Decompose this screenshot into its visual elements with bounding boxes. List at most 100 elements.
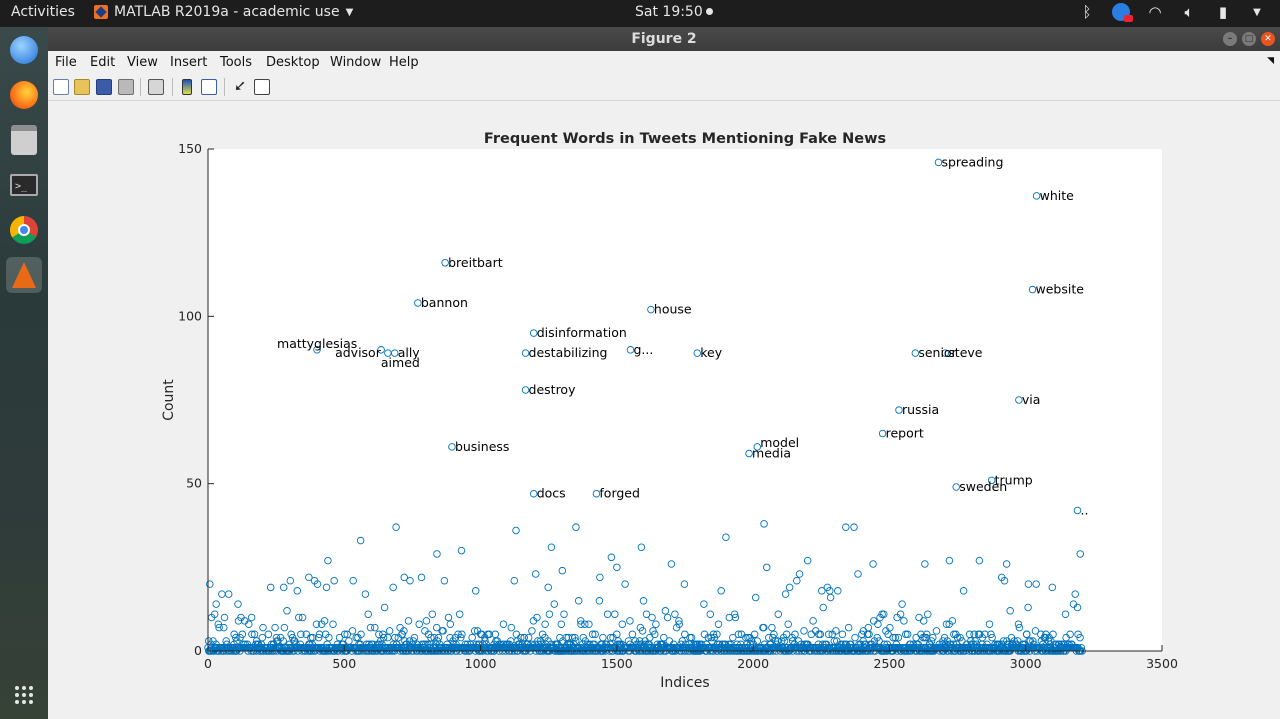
- scatter-point: [651, 630, 659, 639]
- scatter-point: [448, 443, 456, 451]
- new-figure-icon[interactable]: [53, 79, 69, 95]
- scatter-point: [247, 613, 256, 622]
- activities-button[interactable]: Activities: [11, 4, 75, 20]
- scatter-point: [1076, 550, 1084, 558]
- menu-edit[interactable]: Edit: [90, 55, 116, 70]
- scatter-point: [987, 630, 995, 639]
- insert-colorbar-icon[interactable]: [182, 79, 192, 95]
- dock-chrome[interactable]: [6, 212, 42, 248]
- scatter-point: [585, 620, 593, 628]
- scatter-point: [1023, 630, 1031, 639]
- scatter-point: [439, 627, 447, 635]
- maximize-button[interactable]: □: [1242, 32, 1256, 46]
- scatter-point: [750, 630, 759, 639]
- app-menu[interactable]: MATLAB R2019a - academic use ▼: [94, 4, 353, 20]
- scatter-point: [433, 550, 441, 558]
- scatter-point: [356, 536, 365, 545]
- scatter-point: [606, 633, 615, 642]
- scatter-point: [952, 483, 960, 491]
- show-applications-button[interactable]: [6, 677, 42, 713]
- menu-file[interactable]: File: [55, 55, 77, 70]
- insert-legend-icon[interactable]: [201, 79, 217, 95]
- menu-desktop[interactable]: Desktop: [266, 55, 320, 70]
- word-label: report: [886, 425, 924, 440]
- scatter-point: [349, 576, 357, 585]
- dock-thunderbird[interactable]: [6, 32, 42, 68]
- plot-browser-icon[interactable]: [254, 79, 270, 95]
- scatter-point: [903, 630, 912, 639]
- dock-matlab[interactable]: [6, 257, 42, 293]
- scatter-point: [293, 587, 302, 595]
- scatter-point: [706, 610, 715, 618]
- y-tick-label: 100: [178, 308, 202, 323]
- menu-view[interactable]: View: [127, 55, 158, 70]
- scatter-point: [886, 623, 894, 632]
- scatter-point: [919, 617, 928, 625]
- window-title: Figure 2: [631, 31, 697, 47]
- scatter-point: [626, 346, 635, 354]
- scatter-point: [315, 630, 324, 639]
- word-label: destroy: [529, 382, 577, 397]
- scatter-point: [842, 523, 850, 531]
- word-label: disinformation: [537, 325, 627, 340]
- scatter-point: [1015, 396, 1023, 404]
- scatter-point: [784, 620, 792, 628]
- power-menu-icon[interactable]: ▼: [1253, 6, 1261, 18]
- scatter-point: [377, 346, 385, 354]
- menu-help[interactable]: Help: [389, 55, 419, 70]
- scatter-point: [652, 620, 660, 628]
- update-badge-icon[interactable]: [1112, 3, 1133, 22]
- firefox-icon: [10, 81, 38, 109]
- scatter-point: [1000, 576, 1009, 585]
- link-plot-icon[interactable]: [148, 79, 164, 95]
- scatter-point: [224, 590, 233, 598]
- scatter-point: [895, 406, 903, 414]
- minimize-button[interactable]: –: [1223, 32, 1237, 46]
- x-tick-label: 2500: [874, 656, 906, 671]
- scatter-point: [335, 633, 344, 642]
- clock[interactable]: Sat 19:50: [635, 4, 713, 20]
- toolbar-separator: [224, 78, 225, 96]
- scatter-point: [1032, 192, 1041, 200]
- scatter-point: [364, 610, 372, 618]
- scatter-point: [390, 349, 399, 357]
- window-titlebar[interactable]: Figure 2 – □ ✕: [48, 27, 1280, 51]
- scatter-point: [832, 627, 840, 635]
- scatter-point: [818, 587, 826, 595]
- close-button[interactable]: ✕: [1261, 32, 1275, 46]
- menu-tools[interactable]: Tools: [220, 55, 253, 70]
- dock-files[interactable]: [6, 122, 42, 158]
- scatter-point: [528, 627, 536, 635]
- print-icon[interactable]: [118, 79, 134, 95]
- scatter-point: [521, 349, 530, 357]
- menu-insert[interactable]: Insert: [170, 55, 208, 70]
- scatter-point: [880, 610, 888, 618]
- scatter-point: [414, 299, 422, 307]
- x-tick-label: 2000: [737, 656, 769, 671]
- volume-icon[interactable]: 🔈︎: [1184, 3, 1194, 21]
- dock-terminal[interactable]: >_: [6, 167, 42, 203]
- scatter-point: [731, 613, 740, 622]
- undock-arrow-icon[interactable]: ◥: [1267, 56, 1274, 66]
- battery-icon[interactable]: ▮: [1218, 3, 1228, 21]
- scatter-point: [869, 560, 877, 568]
- open-file-icon[interactable]: [74, 79, 90, 95]
- word-label: sweden: [959, 479, 1007, 494]
- scatter-point: [271, 623, 279, 632]
- bluetooth-icon[interactable]: ᛒ: [1082, 3, 1092, 21]
- scatter-point: [854, 570, 862, 578]
- menu-window[interactable]: Window: [330, 55, 382, 70]
- dock-firefox[interactable]: [6, 77, 42, 113]
- word-label: ..: [1081, 502, 1089, 517]
- scatter-point: [900, 617, 908, 625]
- scatter-point: [730, 610, 739, 618]
- wifi-icon[interactable]: ◠: [1148, 3, 1162, 21]
- scatter-point: [432, 623, 441, 632]
- scatter-point: [547, 543, 556, 552]
- scatter-point: [844, 623, 853, 632]
- save-icon[interactable]: [96, 79, 112, 95]
- edit-plot-icon[interactable]: [232, 79, 248, 95]
- scatter-point: [457, 633, 465, 642]
- scatter-point: [941, 349, 950, 357]
- scatter-point: [286, 576, 295, 585]
